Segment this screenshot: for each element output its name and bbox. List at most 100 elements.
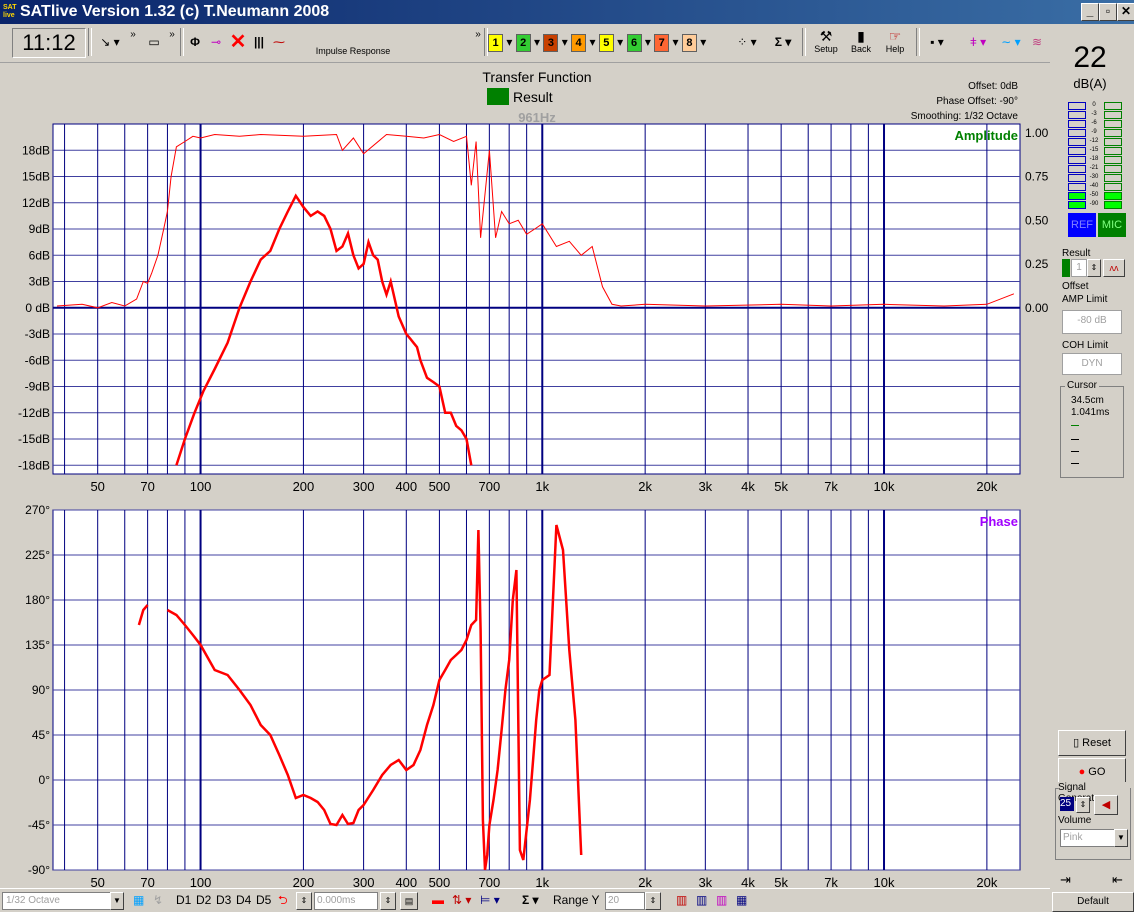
amp-limit-field[interactable]: -80 dB <box>1062 310 1122 334</box>
lock-button[interactable]: ▤ <box>400 892 418 910</box>
memory-3-button[interactable]: 3 <box>543 33 559 52</box>
delay-spinner-2[interactable]: ⇕ <box>380 892 396 910</box>
bars-button[interactable]: ||| <box>250 28 268 56</box>
grid-mode-4[interactable]: ▦ <box>736 889 747 911</box>
export-icon[interactable]: ⇥ <box>1060 872 1071 887</box>
x-tick-label: 100 <box>190 479 212 494</box>
app-logo: SAT live <box>3 4 17 19</box>
link-tool-button[interactable]: ⊸ <box>206 28 226 56</box>
go-button[interactable]: ● GO <box>1058 758 1126 786</box>
memory-5-button[interactable]: 5 <box>598 33 614 52</box>
back-button[interactable]: ▮ Back <box>846 28 876 56</box>
ref-button[interactable]: REF <box>1068 213 1096 237</box>
x-scale-button[interactable]: ⊨ ▾ <box>480 889 500 911</box>
setup-button[interactable]: ⚒ Setup <box>808 28 844 56</box>
default-button[interactable]: Default <box>1052 892 1134 912</box>
result-input[interactable]: 1 <box>1071 259 1087 277</box>
amplitude-chart[interactable]: 18dB 15dB 12dB 9dB 6dB 3dB 0 dB -3dB -6dB -9dB -12… <box>18 123 1049 494</box>
chevron-down-icon: ▼ <box>1117 833 1125 842</box>
x-tick-label: 20k <box>976 875 997 888</box>
delay-d1[interactable]: D1 <box>176 893 192 907</box>
meter-segment-left <box>1068 111 1086 119</box>
meter-scale-label: -9 <box>1091 129 1097 135</box>
phase-chart[interactable]: 270° 225° 180° 135° 90° 45° 0° -45° -90° 50 70 100 2… <box>25 503 1021 888</box>
memory-4-button[interactable]: 4 <box>571 33 587 52</box>
memory-8-button[interactable]: 8 <box>681 33 697 52</box>
delay-d3[interactable]: D3 <box>216 893 232 907</box>
range-y-input[interactable]: 20 <box>605 892 645 910</box>
memory-7-button[interactable]: 7 <box>654 33 670 52</box>
speaker-button[interactable]: ◀ <box>1094 795 1118 815</box>
delay-d5[interactable]: D5 <box>256 893 272 907</box>
coherence-tick-label: 1.00 <box>1025 126 1049 140</box>
average-button[interactable]: ⁘ ▾ <box>730 28 764 56</box>
y-tick-label: 90° <box>32 683 50 697</box>
memory-1-button[interactable]: 1 <box>488 33 503 52</box>
new-document-button[interactable]: ▭ <box>142 28 166 56</box>
volume-dropdown-button[interactable]: ▼ <box>1114 829 1128 847</box>
wave-button[interactable]: ∼ ▾ <box>998 28 1024 56</box>
x-tick-label: 700 <box>478 875 500 888</box>
delay-input[interactable]: 0.000ms <box>314 892 378 910</box>
toolbar-separator <box>802 28 806 56</box>
x-tick-label: 300 <box>353 479 375 494</box>
import-icon[interactable]: ⇤ <box>1112 872 1123 887</box>
help-button[interactable]: ☞ Help <box>880 28 910 56</box>
plot-background <box>52 123 1021 475</box>
dots-icon: ⁘ ▾ <box>737 35 757 49</box>
sum-status-button[interactable]: Σ ▾ <box>522 893 539 907</box>
close-button[interactable]: ✕ <box>1117 3 1134 21</box>
x-tick-label: 5k <box>774 875 788 888</box>
delay-d4[interactable]: D4 <box>236 893 252 907</box>
more-button-2[interactable]: » <box>169 29 175 40</box>
curve-button[interactable]: ⁓ <box>270 28 288 56</box>
range-y-spinner[interactable]: ⇕ <box>645 892 661 910</box>
delay-tool-button[interactable]: ↯ <box>153 889 163 911</box>
grid-mode-3[interactable]: ▥ <box>716 889 727 911</box>
display-mode-button[interactable]: ǂ ▾ <box>960 28 996 56</box>
delay-d2[interactable]: D2 <box>196 893 212 907</box>
x-tick-label: 400 <box>395 479 417 494</box>
x-tick-label: 100 <box>190 875 212 888</box>
minimize-button[interactable]: _ <box>1081 3 1099 21</box>
more-button-3[interactable]: » <box>475 29 481 40</box>
y-scale-button[interactable]: ⇅ ▾ <box>452 889 471 911</box>
impulse-response-button[interactable]: Impulse Response <box>315 46 391 56</box>
result-spinner[interactable]: ⇕ <box>1087 259 1101 277</box>
more-button[interactable]: » <box>130 29 136 40</box>
multi-curve-button[interactable]: ≋ <box>1028 28 1046 56</box>
grid-mode-2[interactable]: ▥ <box>696 889 707 911</box>
cursor-time: 1.041ms <box>1071 407 1110 418</box>
delay-spinner[interactable]: ⇕ <box>296 892 312 910</box>
toolbar-separator <box>88 28 92 56</box>
meter-scale-label: -90 <box>1089 201 1099 207</box>
y-tick-label: 45° <box>32 728 50 742</box>
result-options-button[interactable]: ᴧᴧ <box>1103 259 1125 277</box>
sum-button[interactable]: Σ ▾ <box>774 35 792 49</box>
memory-2-button[interactable]: 2 <box>515 33 531 52</box>
meter-scale-label: -50 <box>1089 192 1099 198</box>
signal-gen-input[interactable]: 25 <box>1060 797 1074 811</box>
restore-button[interactable]: ▫ <box>1099 3 1117 21</box>
smoothing-dropdown-button[interactable]: ▼ <box>110 892 124 910</box>
volume-select[interactable]: Pink <box>1060 829 1116 847</box>
grid-mode-1[interactable]: ▥ <box>676 889 687 911</box>
x-tick-label: 4k <box>741 479 755 494</box>
reset-button[interactable]: ▯ Reset <box>1058 730 1126 756</box>
chart-type-button[interactable]: ▬ <box>432 889 444 911</box>
y-tick-label: 15dB <box>22 170 50 184</box>
cursor-tool-button[interactable]: ↘ ▾ <box>93 28 127 56</box>
signal-gen-spinner[interactable]: ⇕ <box>1076 797 1090 813</box>
cursor-line <box>1071 439 1079 440</box>
coh-limit-field[interactable]: DYN <box>1062 353 1122 375</box>
delete-button[interactable]: ✕ <box>228 28 248 56</box>
grid-toggle-button[interactable]: ▦ <box>133 889 144 911</box>
mic-button[interactable]: MIC <box>1098 213 1126 237</box>
delay-reset-button[interactable]: ⮌ <box>278 889 288 911</box>
phase-tool-button[interactable]: Φ <box>186 28 204 56</box>
result-label: Result <box>1062 248 1091 259</box>
save-button[interactable]: ▪ ▾ <box>922 28 952 56</box>
smoothing-select[interactable]: 1/32 Octave <box>2 892 111 910</box>
memory-6-button[interactable]: 6 <box>626 33 642 52</box>
meter-segment-left <box>1068 138 1086 146</box>
